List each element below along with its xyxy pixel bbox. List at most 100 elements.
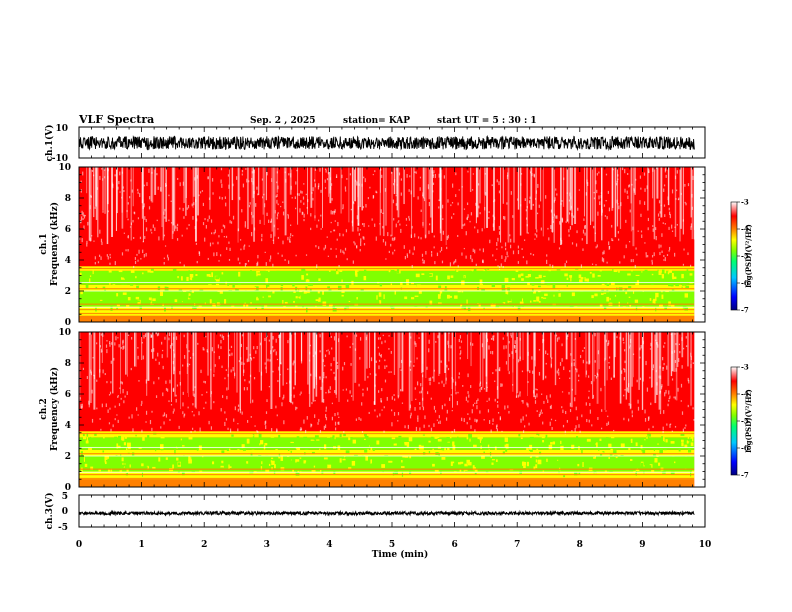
spectrogram-sferic bbox=[393, 167, 396, 195]
spectrogram-speckle bbox=[475, 419, 478, 423]
spectrogram-texture bbox=[452, 463, 455, 467]
spectrogram-speckle bbox=[305, 254, 308, 256]
spectrogram-texture bbox=[501, 463, 504, 469]
spectrogram-speckle bbox=[106, 349, 108, 354]
spectrogram-texture bbox=[365, 443, 370, 449]
spectrogram-speckle bbox=[652, 425, 654, 428]
spectrogram-sferic bbox=[352, 332, 354, 401]
spectrogram-texture bbox=[390, 465, 395, 470]
spectrogram-texture bbox=[435, 275, 438, 281]
spectrogram-speckle bbox=[441, 204, 444, 209]
spectrogram-speckle bbox=[568, 229, 570, 233]
spectrogram-texture bbox=[660, 441, 665, 444]
spectrogram-texture bbox=[561, 291, 564, 295]
spectrogram-texture bbox=[502, 451, 506, 455]
spectrogram-speckle bbox=[135, 407, 138, 411]
spectrogram-texture bbox=[529, 300, 532, 303]
spectrogram-speckle bbox=[169, 418, 171, 421]
spectrogram-speckle bbox=[669, 211, 671, 215]
spectrogram-speckle bbox=[379, 354, 382, 357]
spectrogram-sferic bbox=[606, 332, 608, 381]
spectrogram-speckle bbox=[501, 246, 503, 249]
spectrogram-texture bbox=[527, 274, 531, 278]
spectrogram-texture bbox=[447, 447, 449, 452]
spectrogram-speckle bbox=[272, 336, 274, 340]
spectrogram-speckle bbox=[333, 336, 336, 341]
spectrogram-speckle bbox=[411, 264, 413, 269]
spectrogram-sferic bbox=[574, 332, 577, 395]
spectrogram-speckle bbox=[422, 406, 425, 411]
spectrogram-speckle bbox=[413, 364, 415, 367]
spectrogram-speckle bbox=[300, 427, 302, 431]
spectrogram-texture bbox=[431, 436, 434, 439]
spectrogram-speckle bbox=[153, 348, 155, 352]
spectrogram-speckle bbox=[363, 236, 365, 240]
spectrogram-texture bbox=[226, 447, 230, 451]
spectrogram-texture bbox=[409, 289, 413, 291]
spectrogram-speckle bbox=[83, 225, 85, 229]
spectrogram-texture bbox=[315, 305, 317, 311]
spectrogram-texture bbox=[632, 291, 635, 294]
spectrogram-texture bbox=[533, 466, 536, 470]
spectrogram-texture bbox=[215, 277, 220, 282]
spectrogram-speckle bbox=[256, 186, 258, 190]
spectrogram-texture bbox=[368, 291, 371, 296]
spectrogram-texture bbox=[294, 459, 297, 463]
spectrogram-speckle bbox=[221, 365, 223, 368]
spectrogram-speckle bbox=[655, 227, 657, 231]
spectrogram-texture bbox=[301, 275, 304, 280]
spectrogram-speckle bbox=[470, 254, 472, 260]
spectrogram-speckle bbox=[628, 418, 630, 422]
spectrogram-texture bbox=[410, 453, 414, 456]
spectrogram-texture bbox=[456, 300, 459, 304]
spectrogram-speckle bbox=[156, 173, 158, 176]
spectrogram-speckle bbox=[355, 334, 358, 337]
spectrogram-texture bbox=[644, 273, 649, 276]
spectrogram-speckle bbox=[451, 430, 453, 434]
spectrogram-speckle bbox=[434, 410, 437, 413]
spectrogram-texture bbox=[479, 284, 484, 289]
spectrogram-texture bbox=[86, 432, 89, 437]
spectrogram-sferic bbox=[121, 167, 124, 229]
spectrogram-texture bbox=[84, 275, 87, 279]
spectrogram-sferic bbox=[630, 167, 632, 204]
spectrogram-texture bbox=[479, 460, 483, 465]
spectrogram-texture bbox=[421, 307, 425, 310]
spectrogram-texture bbox=[437, 444, 441, 446]
spectrogram-speckle bbox=[101, 241, 103, 246]
spectrogram-texture bbox=[181, 471, 185, 476]
spectrogram-speckle bbox=[477, 183, 480, 186]
spectrogram-texture bbox=[250, 302, 252, 304]
spectrogram-texture bbox=[391, 437, 396, 440]
spectrogram-texture bbox=[89, 278, 91, 283]
spectrogram-speckle bbox=[265, 262, 267, 266]
spectrogram-speckle bbox=[573, 215, 575, 218]
spectrogram-texture bbox=[265, 469, 270, 473]
spectrogram-speckle bbox=[118, 403, 121, 407]
spectrogram-speckle bbox=[226, 247, 228, 250]
spectrogram-speckle bbox=[89, 237, 92, 242]
spectrogram-sferic bbox=[690, 332, 692, 406]
spectrogram-texture bbox=[428, 440, 431, 443]
spectrogram-speckle bbox=[266, 172, 268, 176]
spectrogram-sferic bbox=[507, 167, 510, 243]
spectrogram-texture bbox=[681, 286, 683, 288]
spectrogram-speckle bbox=[575, 406, 577, 411]
spectrogram-speckle bbox=[327, 349, 329, 351]
spectrogram-texture bbox=[256, 271, 258, 277]
spectrogram-speckle bbox=[232, 367, 234, 372]
spectrogram-speckle bbox=[501, 383, 503, 387]
spectrogram-speckle bbox=[276, 193, 278, 197]
spectrogram-sferic bbox=[654, 332, 657, 404]
spectrogram-sferic bbox=[89, 167, 92, 242]
spectrogram-texture bbox=[246, 303, 249, 307]
spectrogram-texture bbox=[305, 462, 310, 464]
spectrogram-texture bbox=[295, 296, 298, 299]
spectrogram-texture bbox=[349, 271, 354, 274]
spectrogram-speckle bbox=[422, 397, 424, 401]
spectrogram-speckle bbox=[675, 198, 677, 200]
spectrogram-speckle bbox=[329, 386, 331, 390]
spectrogram-texture bbox=[609, 298, 611, 301]
spectrogram-speckle bbox=[623, 342, 625, 344]
spectrogram-speckle bbox=[119, 387, 121, 389]
